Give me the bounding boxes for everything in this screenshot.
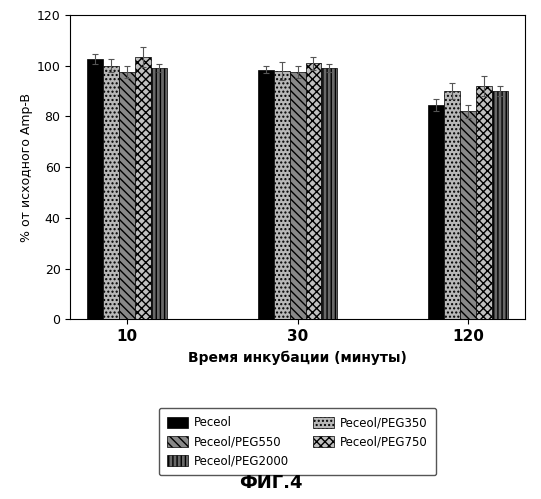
Bar <box>258 69 274 319</box>
Bar <box>444 91 460 319</box>
Bar <box>289 72 306 319</box>
Bar <box>428 105 444 319</box>
Bar <box>460 111 476 319</box>
Bar <box>119 72 135 319</box>
Y-axis label: % от исходного Amp-B: % от исходного Amp-B <box>19 93 32 242</box>
Text: ФИГ.4: ФИГ.4 <box>239 474 302 492</box>
Legend: Peceol, Peceol/PEG550, Peceol/PEG2000, Peceol/PEG350, Peceol/PEG750: Peceol, Peceol/PEG550, Peceol/PEG2000, P… <box>159 408 436 476</box>
Bar <box>274 71 289 319</box>
Bar <box>492 91 507 319</box>
X-axis label: Время инкубации (минуты): Время инкубации (минуты) <box>188 351 407 365</box>
Bar <box>306 63 321 319</box>
Bar <box>321 68 338 319</box>
Bar <box>135 57 151 319</box>
Bar <box>103 66 119 319</box>
Bar <box>151 68 167 319</box>
Bar <box>88 59 103 319</box>
Bar <box>476 86 492 319</box>
